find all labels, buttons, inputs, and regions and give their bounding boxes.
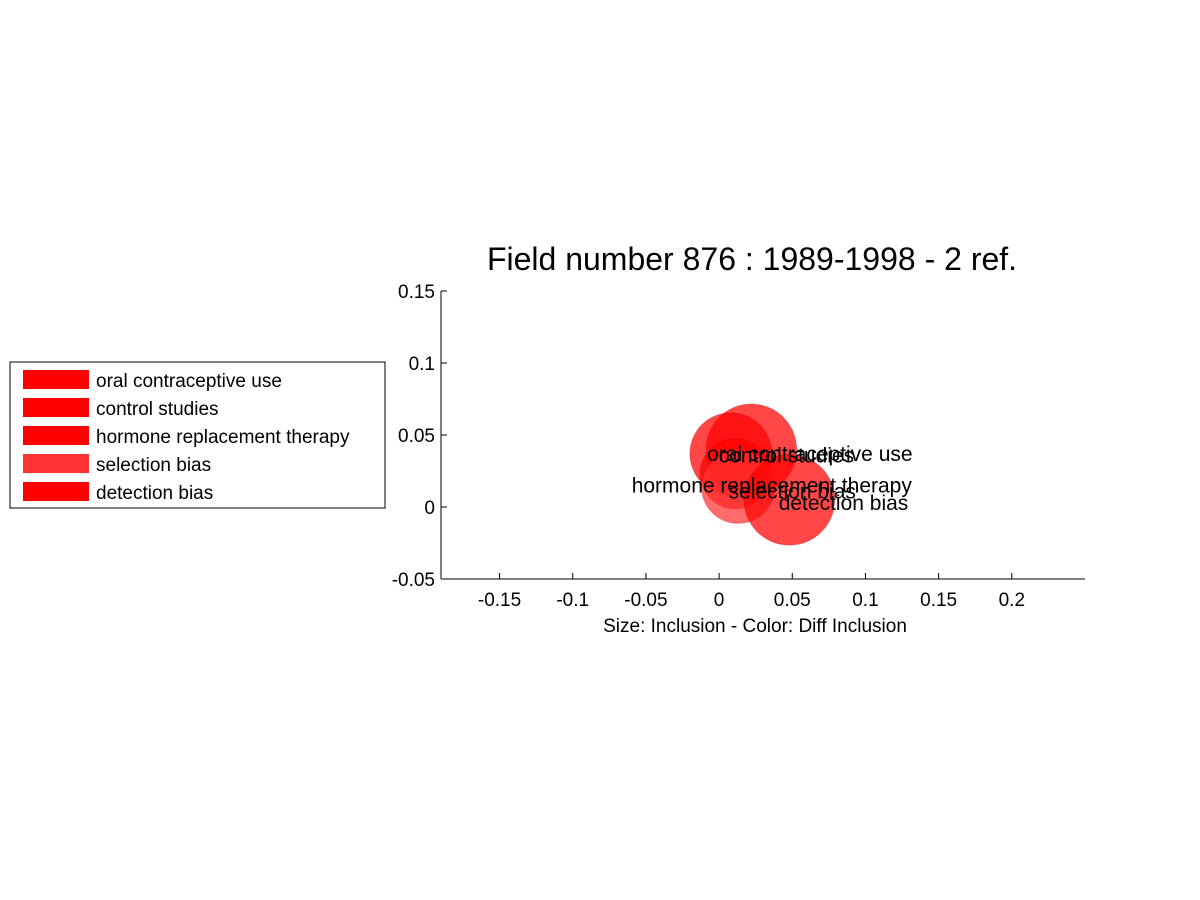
legend-swatch [23, 398, 89, 417]
legend-entry: oral contraceptive use [96, 371, 282, 392]
bubbles [689, 403, 836, 546]
point-label: control studies [719, 444, 854, 467]
legend-entry: hormone replacement therapy [96, 427, 350, 448]
legend-swatch [23, 370, 89, 389]
legend: oral contraceptive use control studies hor… [9, 361, 386, 509]
y-tick-label: 0.1 [409, 354, 435, 375]
x-tick-label: 0 [714, 590, 725, 611]
x-tick-label: 0.05 [774, 590, 811, 611]
x-tick-label: -0.1 [556, 590, 589, 611]
legend-swatch [23, 454, 89, 473]
axes: -0.15 -0.1 -0.05 0 0.05 0.1 0.15 0.2 -0.05 0 0.05 0… [392, 282, 1085, 611]
bubble-point [743, 453, 836, 546]
x-tick-label: 0.1 [852, 590, 878, 611]
chart-title: Field number 876 : 1989-1998 - 2 ref. [487, 241, 1017, 277]
point-label: detection bias [779, 492, 909, 515]
y-tick-label: -0.05 [392, 570, 435, 591]
point-label: selection bias [729, 480, 856, 503]
x-tick-label: 0.15 [920, 590, 957, 611]
y-tick-label: 0 [424, 498, 435, 519]
x-tick-label: -0.05 [624, 590, 667, 611]
legend-entry: detection bias [96, 483, 213, 504]
x-axis-label: Size: Inclusion - Color: Diff Inclusion [603, 616, 907, 637]
x-tick-label: 0.2 [999, 590, 1025, 611]
y-tick-label: 0.05 [398, 426, 435, 447]
point-label: hormone replacement therapy [632, 475, 913, 498]
legend-entry: selection bias [96, 455, 211, 476]
legend-entry: control studies [96, 399, 219, 420]
x-tick-label: -0.15 [478, 590, 521, 611]
legend-swatch [23, 426, 89, 445]
y-tick-label: 0.15 [398, 282, 435, 303]
legend-swatch [23, 482, 89, 501]
point-label: oral contraceptive use [707, 443, 912, 466]
